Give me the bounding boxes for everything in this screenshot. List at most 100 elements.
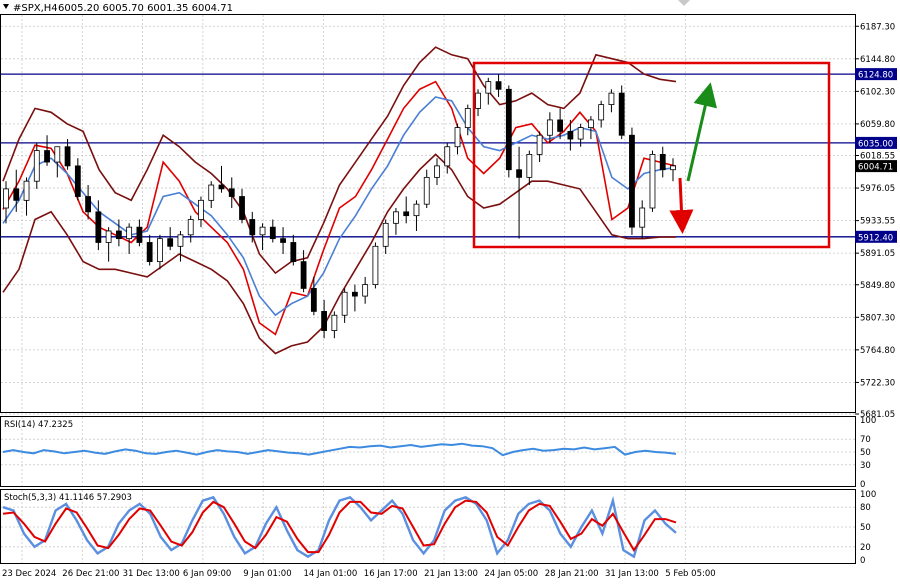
time-tick-label: 21 Jan 13:00 (424, 569, 478, 579)
candle-body (198, 199, 204, 220)
candle (157, 234, 163, 270)
candle-body (187, 219, 194, 236)
candle (608, 89, 615, 113)
candle (598, 100, 605, 128)
candle-body (557, 119, 564, 132)
grid (1, 15, 855, 563)
stoch-tick-label: 0 (860, 556, 865, 566)
price-tick-label: 5807.30 (860, 313, 895, 323)
level-price-label: 5912.40 (858, 233, 893, 243)
candle-body (526, 153, 533, 178)
price-tick-label: 5933.55 (860, 217, 895, 227)
candle (33, 142, 40, 189)
symbol-label: #SPX,H4 (13, 3, 58, 14)
candle-body (403, 211, 410, 217)
time-tick-label: 28 Jan 21:00 (545, 569, 599, 579)
current-price-label: 6004.71 (858, 163, 893, 173)
horizontal-levels (1, 73, 855, 238)
price-tick-label: 6187.30 (860, 22, 895, 32)
candle-body (362, 284, 369, 297)
current-price-tag (855, 160, 897, 173)
time-tick-label: 6 Jan 09:00 (183, 569, 231, 579)
candle-body (516, 169, 522, 178)
candle (403, 196, 410, 224)
stoch-main-line (2, 495, 677, 559)
candle (577, 123, 584, 147)
candle (280, 227, 286, 254)
candle-body (259, 226, 266, 236)
stoch-pane-frame (0, 489, 856, 564)
candle (13, 169, 20, 212)
stoch-signal-line (2, 499, 677, 554)
time-tick-label: 9 Jan 01:00 (243, 569, 291, 579)
candle-body (64, 146, 71, 167)
candle (85, 185, 91, 220)
candle-body (618, 92, 625, 136)
candle (362, 276, 369, 304)
candle (444, 142, 451, 174)
candle-body (546, 119, 553, 136)
candle (321, 299, 328, 339)
indicator-lines (2, 46, 677, 355)
candle-body (454, 127, 461, 148)
candle-body (239, 196, 245, 220)
stoch-tick-label: 20 (860, 543, 871, 553)
price-tick-label: 5891.05 (860, 249, 895, 259)
candle (649, 150, 656, 212)
candle (290, 234, 297, 266)
candle-body (310, 288, 317, 312)
price-tick-label: 5849.80 (860, 281, 895, 291)
level-price-label: 6124.80 (858, 71, 893, 81)
stoch-tick-label: 100 (860, 490, 876, 500)
candle-body (300, 261, 307, 289)
candle-body (341, 291, 348, 316)
rsi-tick-label: 30 (860, 461, 871, 471)
candle-body (74, 165, 81, 197)
candle-body (382, 222, 389, 247)
stoch-tick-label: 80 (860, 503, 871, 513)
stoch-tick-label: 50 (860, 523, 871, 533)
rsi-line: 100 70 50 30 0 (1, 416, 876, 490)
candle (629, 127, 635, 235)
candle-body (146, 242, 153, 263)
candle (423, 169, 430, 209)
candle (331, 311, 338, 339)
main-pane-frame (0, 14, 856, 413)
candle-body (44, 150, 50, 163)
candle-body (393, 211, 399, 224)
candle (464, 104, 471, 136)
time-axis: 23 Dec 2024 26 Dec 21:00 31 Dec 13:00 6 Jan… (2, 569, 716, 579)
price-tick-label: 6144.80 (860, 55, 895, 65)
candle (618, 85, 625, 140)
candle-body (505, 88, 512, 171)
candle-body (567, 131, 574, 140)
level-price-tag (855, 230, 897, 243)
candle (536, 131, 543, 163)
candle (382, 219, 389, 254)
candle (526, 150, 533, 186)
candle (269, 219, 276, 243)
candle (557, 108, 564, 140)
time-tick-label: 24 Jan 05:00 (484, 569, 538, 579)
candle-body (351, 291, 358, 297)
time-tick-label: 31 Jan 13:00 (605, 569, 659, 579)
candle-body (136, 226, 143, 243)
candle-body (85, 196, 91, 213)
candle (567, 119, 574, 151)
candle (393, 208, 399, 235)
candle-body (167, 238, 174, 247)
candle (310, 276, 317, 316)
candle-body (54, 146, 61, 163)
rsi-pane-frame (0, 416, 856, 487)
candle (177, 230, 184, 262)
stoch-title: Stoch(5,3,3) 41.1146 57.2903 (4, 493, 132, 503)
price-tick-label: 5976.05 (860, 184, 895, 194)
candle (44, 135, 50, 166)
candle-body (444, 146, 451, 167)
dropdown-triangle-icon[interactable] (3, 4, 9, 9)
ohlc-label: 6005.20 6005.70 6001.35 6004.71 (58, 3, 233, 14)
candle (454, 123, 461, 155)
range-box (472, 61, 831, 249)
